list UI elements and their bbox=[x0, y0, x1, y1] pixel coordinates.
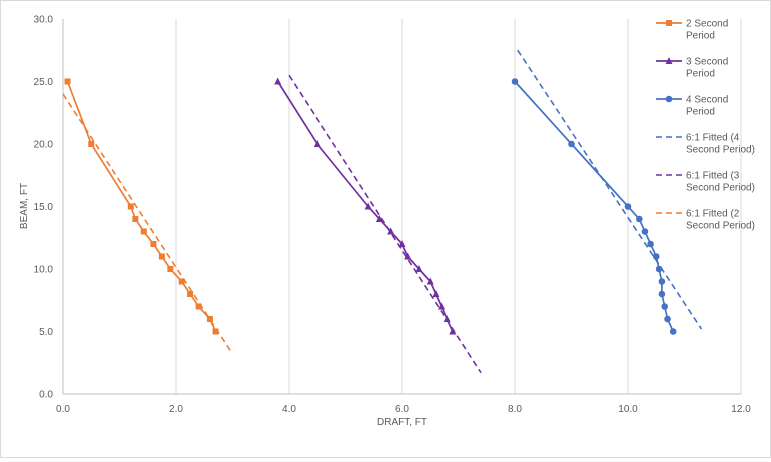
y-tick-label: 25.0 bbox=[34, 77, 54, 88]
x-tick-label: 8.0 bbox=[508, 404, 522, 415]
legend-marker bbox=[665, 95, 673, 103]
y-tick-label: 15.0 bbox=[34, 202, 54, 213]
data-point bbox=[511, 78, 519, 85]
series-4 bbox=[517, 49, 703, 330]
legend-marker bbox=[665, 57, 673, 64]
axis-layer: 0.0 2.0 4.0 6.0 8.0 10.0 12.0 0.0 5.0 10.0 15.0 20.… bbox=[34, 15, 752, 416]
data-point bbox=[669, 328, 677, 335]
data-point bbox=[426, 277, 434, 285]
data-point bbox=[658, 278, 666, 285]
data-point bbox=[398, 240, 406, 247]
data-point bbox=[313, 140, 321, 147]
legend-label: 6:1 Fitted (2 bbox=[686, 209, 740, 220]
data-point bbox=[212, 328, 219, 335]
series-line bbox=[276, 81, 454, 332]
legend-label: 3 Second bbox=[686, 57, 728, 68]
legend-label: Second Period) bbox=[686, 145, 755, 156]
data-point bbox=[661, 303, 669, 310]
data-point bbox=[438, 302, 446, 310]
series-1 bbox=[64, 78, 219, 335]
data-point bbox=[404, 252, 412, 260]
series-line bbox=[62, 93, 232, 352]
series-3 bbox=[511, 78, 677, 335]
data-point bbox=[432, 290, 440, 297]
legend-label: 4 Second bbox=[686, 95, 728, 106]
series-layer bbox=[62, 49, 703, 374]
x-tick-label: 6.0 bbox=[395, 404, 409, 415]
data-point bbox=[658, 290, 666, 298]
legend-label: 2 Second bbox=[686, 19, 728, 30]
y-tick-label: 10.0 bbox=[34, 265, 54, 276]
series-line bbox=[514, 80, 674, 332]
data-point bbox=[664, 315, 671, 323]
data-point bbox=[636, 215, 643, 223]
data-point bbox=[364, 202, 372, 210]
x-axis-title: DRAFT, FT bbox=[377, 417, 427, 428]
data-point bbox=[64, 78, 71, 85]
x-tick-label: 10.0 bbox=[618, 404, 638, 415]
data-point bbox=[88, 141, 95, 147]
y-tick-label: 5.0 bbox=[39, 327, 53, 338]
legend-label: Second Period) bbox=[686, 221, 755, 232]
series-2 bbox=[274, 77, 457, 335]
data-point bbox=[274, 77, 282, 85]
series-5 bbox=[288, 74, 482, 374]
data-point bbox=[624, 203, 632, 210]
x-tick-label: 0.0 bbox=[56, 404, 70, 415]
data-point bbox=[158, 253, 165, 260]
data-point bbox=[140, 228, 147, 235]
data-point bbox=[387, 227, 395, 235]
data-point bbox=[652, 253, 660, 260]
data-point bbox=[187, 291, 194, 297]
legend-label: Second Period) bbox=[686, 183, 755, 194]
legend-label: 6:1 Fitted (4 bbox=[686, 133, 740, 144]
data-point bbox=[655, 265, 663, 273]
data-point bbox=[127, 203, 134, 210]
y-tick-label: 30.0 bbox=[34, 15, 54, 26]
legend-marker bbox=[666, 20, 672, 26]
x-tick-label: 4.0 bbox=[282, 404, 296, 415]
legend-label: Period bbox=[686, 107, 715, 118]
series-line bbox=[288, 74, 482, 374]
data-point bbox=[647, 240, 654, 248]
y-axis-title: BEAM, FT bbox=[19, 183, 30, 229]
legend-label: Period bbox=[686, 31, 715, 42]
data-point bbox=[195, 303, 202, 310]
legend-label: Period bbox=[686, 69, 715, 80]
data-point bbox=[568, 140, 575, 148]
data-point bbox=[178, 278, 185, 285]
data-point bbox=[443, 315, 451, 322]
data-point bbox=[415, 265, 423, 272]
data-point bbox=[150, 241, 157, 247]
data-point bbox=[641, 228, 649, 235]
legend-label: 6:1 Fitted (3 bbox=[686, 171, 740, 182]
series-line bbox=[66, 81, 217, 332]
data-point bbox=[206, 316, 213, 322]
series-line bbox=[517, 49, 703, 330]
series-6 bbox=[62, 93, 232, 352]
x-tick-label: 2.0 bbox=[169, 404, 183, 415]
x-tick-label: 12.0 bbox=[731, 404, 751, 415]
y-tick-label: 20.0 bbox=[34, 140, 54, 151]
data-point bbox=[132, 216, 139, 222]
data-point bbox=[167, 266, 174, 272]
data-point bbox=[449, 327, 457, 335]
y-tick-label: 0.0 bbox=[39, 390, 53, 401]
data-point bbox=[375, 215, 383, 222]
